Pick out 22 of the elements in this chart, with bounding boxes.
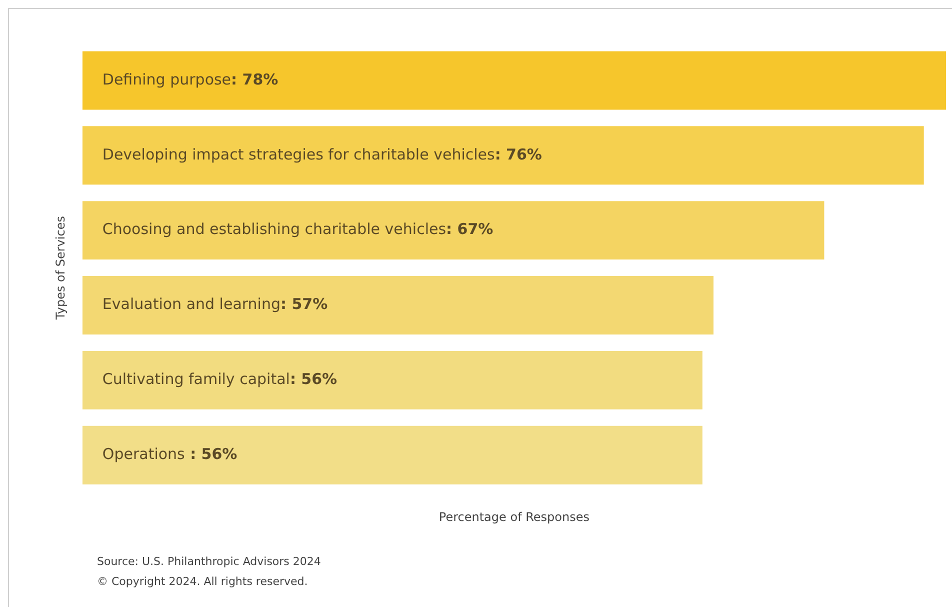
- y-tick-label: Evaluation and learning: [102, 295, 281, 314]
- bar: [82, 201, 824, 260]
- data-label: : 56%: [290, 370, 338, 388]
- y-tick-label: Operations: [102, 445, 186, 464]
- text: © Copyright 2024. All rights reserved.: [97, 574, 308, 588]
- bar: [82, 126, 924, 185]
- y-tick-label: Defining purpose: [102, 70, 232, 88]
- bar: [82, 350, 702, 410]
- bar: [82, 276, 714, 334]
- data-label: : 57%: [280, 295, 328, 314]
- bar: [82, 426, 702, 484]
- y-axis-title: Types of Services: [53, 216, 68, 321]
- data-label: : 56%: [184, 445, 238, 464]
- y-tick-label: Cultivating family capital: [102, 370, 290, 388]
- bar: [82, 51, 946, 110]
- y-tick-label: Choosing and establishing charitable vehicles: [102, 220, 446, 238]
- data-label: : 76%: [494, 145, 542, 164]
- data-label: : 67%: [446, 220, 494, 238]
- x-axis-title: Percentage of Responses: [438, 510, 590, 524]
- y-tick-label: Developing impact strategies for charitable vehicles: [102, 145, 496, 164]
- source-note: Source: U.S. Philanthropic Advisors 2024: [97, 554, 321, 568]
- data-label: : 78%: [231, 70, 278, 88]
